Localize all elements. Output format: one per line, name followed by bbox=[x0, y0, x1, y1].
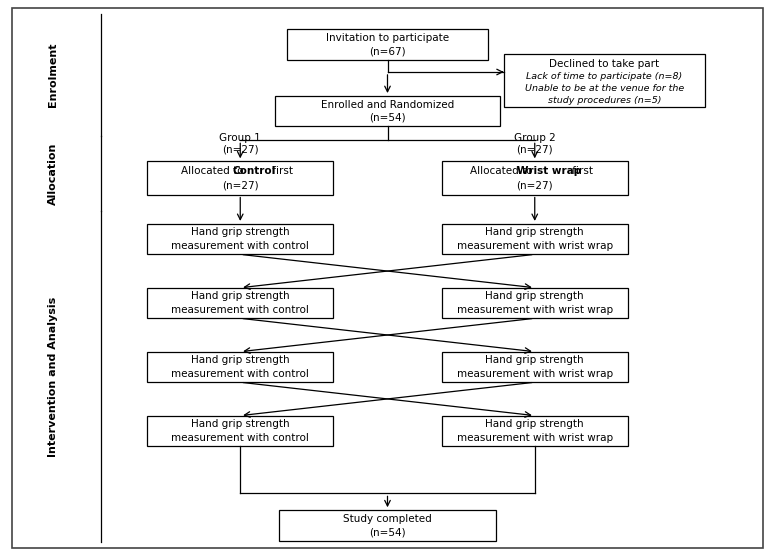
Text: Declined to take part: Declined to take part bbox=[549, 59, 660, 69]
Text: Allocated to: Allocated to bbox=[470, 166, 536, 176]
Text: measurement with wrist wrap: measurement with wrist wrap bbox=[456, 241, 613, 251]
Text: measurement with wrist wrap: measurement with wrist wrap bbox=[456, 433, 613, 443]
Text: measurement with control: measurement with control bbox=[171, 369, 309, 379]
Bar bbox=[147, 224, 333, 255]
Text: Group 1
(n=27): Group 1 (n=27) bbox=[219, 133, 261, 154]
Text: (n=54): (n=54) bbox=[369, 113, 406, 123]
Bar bbox=[287, 29, 488, 59]
Text: Hand grip strength: Hand grip strength bbox=[191, 355, 290, 365]
Bar bbox=[147, 288, 333, 318]
Text: Allocated to: Allocated to bbox=[181, 166, 247, 176]
Text: Hand grip strength: Hand grip strength bbox=[485, 419, 584, 429]
Text: measurement with control: measurement with control bbox=[171, 241, 309, 251]
Text: Enrolled and Randomized: Enrolled and Randomized bbox=[321, 100, 454, 110]
Text: Enrolment: Enrolment bbox=[48, 43, 57, 107]
Text: Lack of time to participate (n=8): Lack of time to participate (n=8) bbox=[526, 72, 683, 81]
Text: Hand grip strength: Hand grip strength bbox=[485, 291, 584, 301]
Text: Allocation: Allocation bbox=[48, 142, 57, 205]
Text: Study completed: Study completed bbox=[343, 514, 432, 524]
Text: Group 2
(n=27): Group 2 (n=27) bbox=[514, 133, 556, 154]
Text: measurement with wrist wrap: measurement with wrist wrap bbox=[456, 369, 613, 379]
Text: Hand grip strength: Hand grip strength bbox=[485, 355, 584, 365]
Bar bbox=[442, 161, 628, 195]
Bar bbox=[442, 416, 628, 446]
Bar bbox=[147, 416, 333, 446]
Text: (n=67): (n=67) bbox=[369, 46, 406, 56]
Text: study procedures (n=5): study procedures (n=5) bbox=[548, 96, 661, 105]
Text: Control: Control bbox=[232, 166, 276, 176]
Bar bbox=[275, 96, 500, 126]
Bar bbox=[442, 288, 628, 318]
Text: measurement with control: measurement with control bbox=[171, 433, 309, 443]
Bar bbox=[442, 224, 628, 255]
Text: Hand grip strength: Hand grip strength bbox=[191, 419, 290, 429]
Text: (n=27): (n=27) bbox=[222, 180, 259, 190]
Text: Hand grip strength: Hand grip strength bbox=[191, 291, 290, 301]
Bar bbox=[279, 510, 496, 540]
Text: Unable to be at the venue for the: Unable to be at the venue for the bbox=[525, 84, 684, 93]
Text: (n=54): (n=54) bbox=[369, 527, 406, 537]
Bar bbox=[147, 161, 333, 195]
Text: Intervention and Analysis: Intervention and Analysis bbox=[48, 296, 57, 457]
Text: first: first bbox=[569, 166, 593, 176]
Bar bbox=[504, 54, 705, 107]
Bar bbox=[442, 352, 628, 383]
Text: Hand grip strength: Hand grip strength bbox=[191, 227, 290, 237]
Bar bbox=[147, 352, 333, 383]
Text: Hand grip strength: Hand grip strength bbox=[485, 227, 584, 237]
Text: measurement with control: measurement with control bbox=[171, 305, 309, 315]
Text: measurement with wrist wrap: measurement with wrist wrap bbox=[456, 305, 613, 315]
Text: (n=27): (n=27) bbox=[516, 180, 553, 190]
Text: Wrist wrap: Wrist wrap bbox=[517, 166, 581, 176]
Text: Invitation to participate: Invitation to participate bbox=[326, 33, 449, 43]
Text: first: first bbox=[269, 166, 292, 176]
